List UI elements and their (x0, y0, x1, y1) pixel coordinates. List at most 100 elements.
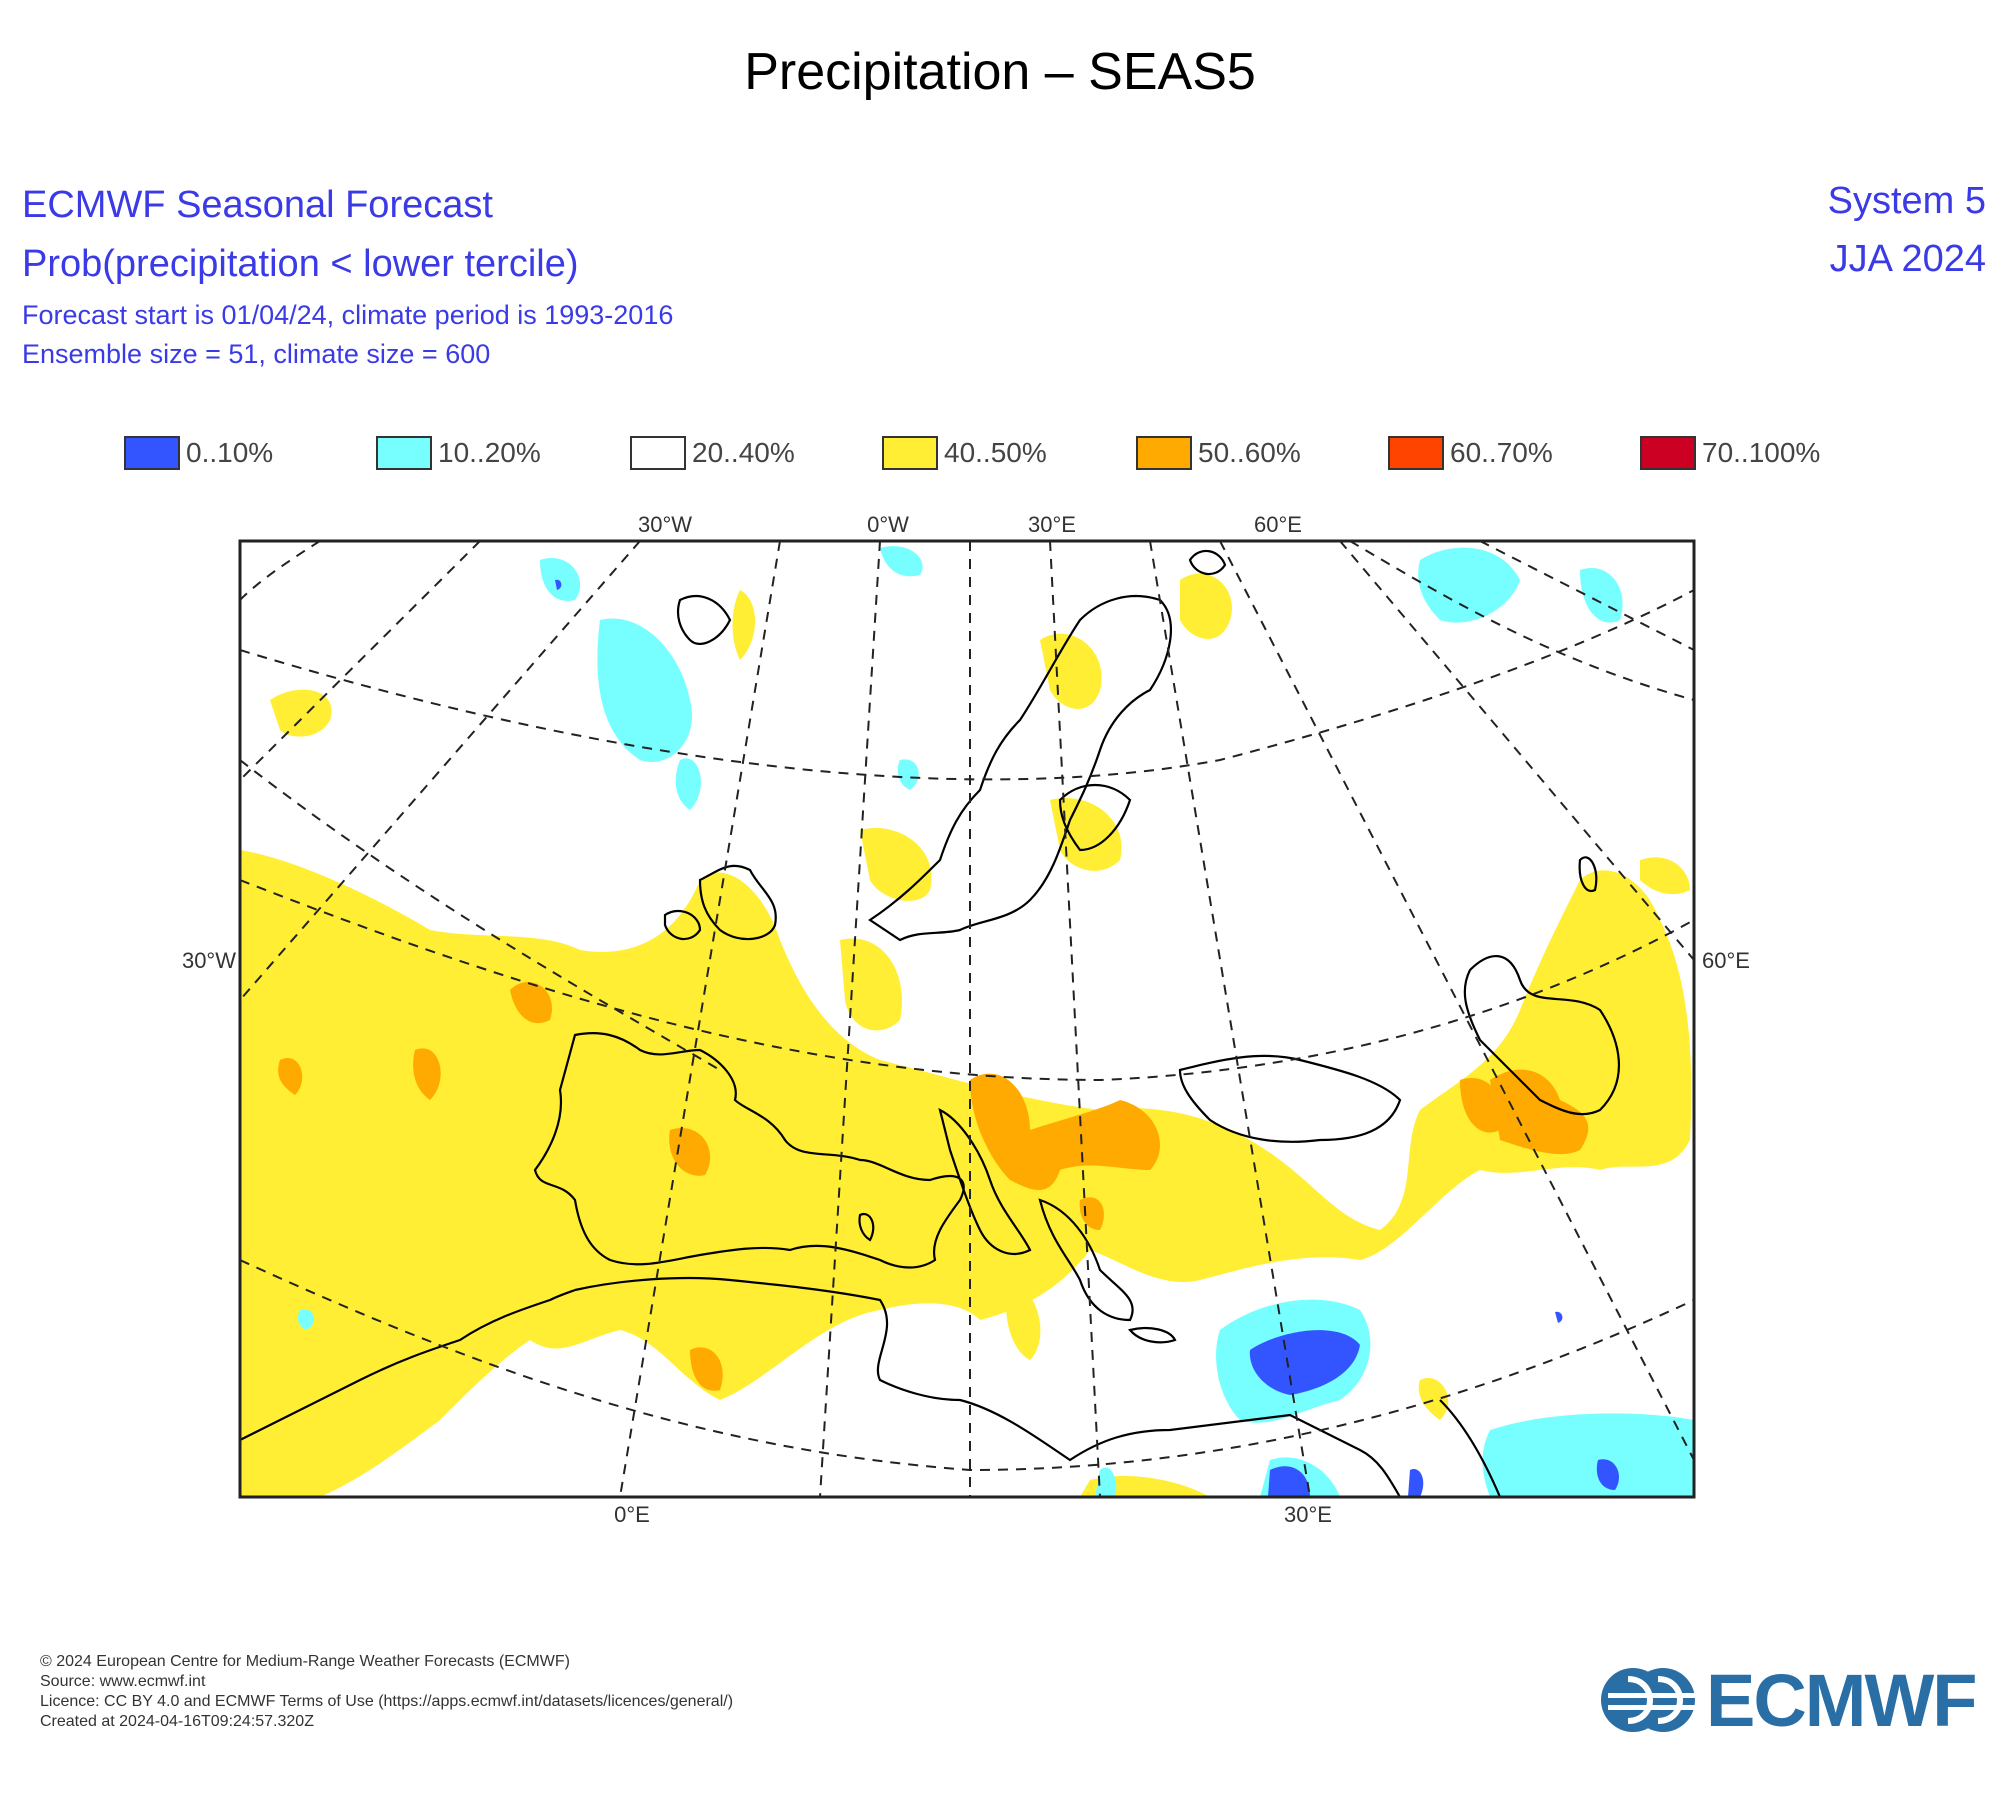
legend-label: 60..70% (1450, 437, 1553, 468)
graticule (240, 541, 1694, 1497)
cyan-region (880, 546, 923, 577)
cyan-region (297, 1309, 315, 1330)
blue-region (1268, 1466, 1310, 1497)
cyan-region (675, 758, 701, 810)
orange-region (690, 1347, 723, 1391)
yellow-region (860, 828, 932, 901)
forecast-start-info: Forecast start is 01/04/24, climate peri… (22, 300, 674, 330)
legend-label: 10..20% (438, 437, 541, 468)
bottom-lon-label: 30°E (1284, 1502, 1332, 1527)
source-text: Source: www.ecmwf.int (40, 1673, 206, 1690)
yellow-region (1418, 1378, 1449, 1420)
ireland-coast (663, 909, 702, 941)
coastlines (240, 549, 1621, 1497)
baltic-coast (1058, 783, 1132, 852)
yellow-region (1050, 798, 1122, 871)
logo-text: ECMWF (1706, 1658, 1977, 1742)
legend-swatch (882, 436, 938, 470)
meridian-line (819, 541, 881, 1497)
meridian-line (1049, 541, 1101, 1497)
legend-item: 10..20% (376, 434, 541, 472)
crete-coast (1128, 1326, 1177, 1344)
legend-label: 40..50% (944, 437, 1047, 468)
map-content (240, 541, 1694, 1497)
blue-region (1249, 1330, 1360, 1395)
meridian-line (1479, 541, 1694, 651)
licence-text: Licence: CC BY 4.0 and ECMWF Terms of Us… (40, 1693, 734, 1710)
meridian-line (240, 541, 641, 1001)
meridian-line (240, 541, 481, 781)
forecast-variable: Prob(precipitation < lower tercile) (22, 243, 579, 285)
legend-label: 0..10% (186, 437, 274, 468)
iberia-france-coast (533, 1032, 965, 1269)
yellow-region (1006, 1280, 1041, 1360)
legend-swatch (630, 436, 686, 470)
italy-coast (938, 1107, 1032, 1255)
legend-swatch (376, 436, 432, 470)
parallel-line (240, 589, 1694, 781)
iceland-coast (676, 595, 732, 646)
footer: © 2024 European Centre for Medium-Range … (40, 1652, 733, 1732)
top-lon-label: 30°W (638, 512, 692, 537)
scandinavia-coast (868, 595, 1172, 942)
parallel-line (240, 1259, 1694, 1472)
map-frame (238, 539, 1696, 1499)
cyan-region (1095, 1467, 1117, 1497)
sardinia-coast (858, 1212, 875, 1242)
parallel-line (240, 541, 321, 601)
blue-region (555, 579, 562, 590)
orange-region (278, 1058, 303, 1095)
forecast-heading: ECMWF Seasonal Forecast (22, 184, 493, 226)
legend-item: 40..50% (882, 434, 1047, 472)
yellow-region (1640, 857, 1690, 895)
legend-label: 20..40% (692, 437, 795, 468)
balkans-coast (1038, 1198, 1134, 1322)
season-label: JJA 2024 (1829, 238, 1986, 280)
west-africa-coast (240, 1288, 576, 1441)
british-isles-coast (698, 864, 777, 941)
caspian-sea-coast (1463, 954, 1621, 1116)
probability-40-50-areas (240, 573, 1692, 1497)
red-sea-coast (1439, 1399, 1502, 1497)
legend: 0..10% 10..20% 20..40% 40..50% 50..60% 6… (0, 434, 2000, 476)
legend-label: 50..60% (1198, 437, 1301, 468)
cyan-region (1482, 1413, 1694, 1497)
legend-item: 60..70% (1388, 434, 1553, 472)
cyan-region (540, 558, 581, 601)
orange-region (970, 1073, 1160, 1190)
cyan-region (1418, 547, 1520, 623)
novaya-zemlya-coast (1188, 549, 1227, 576)
right-lon-label: 60°E (1702, 948, 1750, 973)
legend-swatch (1388, 436, 1444, 470)
yellow-region (732, 590, 755, 660)
legend-swatch (1640, 436, 1696, 470)
left-lon-label: 30°W (182, 948, 236, 973)
meridian-line (1339, 541, 1694, 961)
ensemble-info: Ensemble size = 51, climate size = 600 (22, 339, 491, 369)
yellow-region (270, 689, 332, 737)
top-lon-label: 60°E (1254, 512, 1302, 537)
legend-item: 20..40% (630, 434, 795, 472)
ecmwf-logo: ECMWF (1598, 1658, 1978, 1742)
system-label: System 5 (1827, 180, 1986, 222)
legend-item: 0..10% (124, 434, 273, 472)
created-text: Created at 2024-04-16T09:24:57.320Z (40, 1713, 314, 1730)
black-sea-coast (1178, 1054, 1402, 1143)
legend-swatch (1136, 436, 1192, 470)
legend-item: 50..60% (1136, 434, 1301, 472)
cyan-region (897, 759, 919, 790)
orange-region (1490, 1069, 1589, 1155)
north-africa-coast (574, 1276, 1401, 1497)
legend-swatch (124, 436, 180, 470)
page-title: Precipitation – SEAS5 (744, 43, 1256, 101)
legend-label: 70..100% (1702, 437, 1821, 468)
bottom-lon-label: 0°E (614, 1502, 650, 1527)
cyan-region (597, 618, 692, 762)
yellow-region (240, 850, 1692, 1497)
orange-region (669, 1128, 711, 1176)
parallel-line (240, 879, 1694, 1082)
top-lon-label: 30°E (1028, 512, 1076, 537)
yellow-region (1180, 573, 1232, 639)
